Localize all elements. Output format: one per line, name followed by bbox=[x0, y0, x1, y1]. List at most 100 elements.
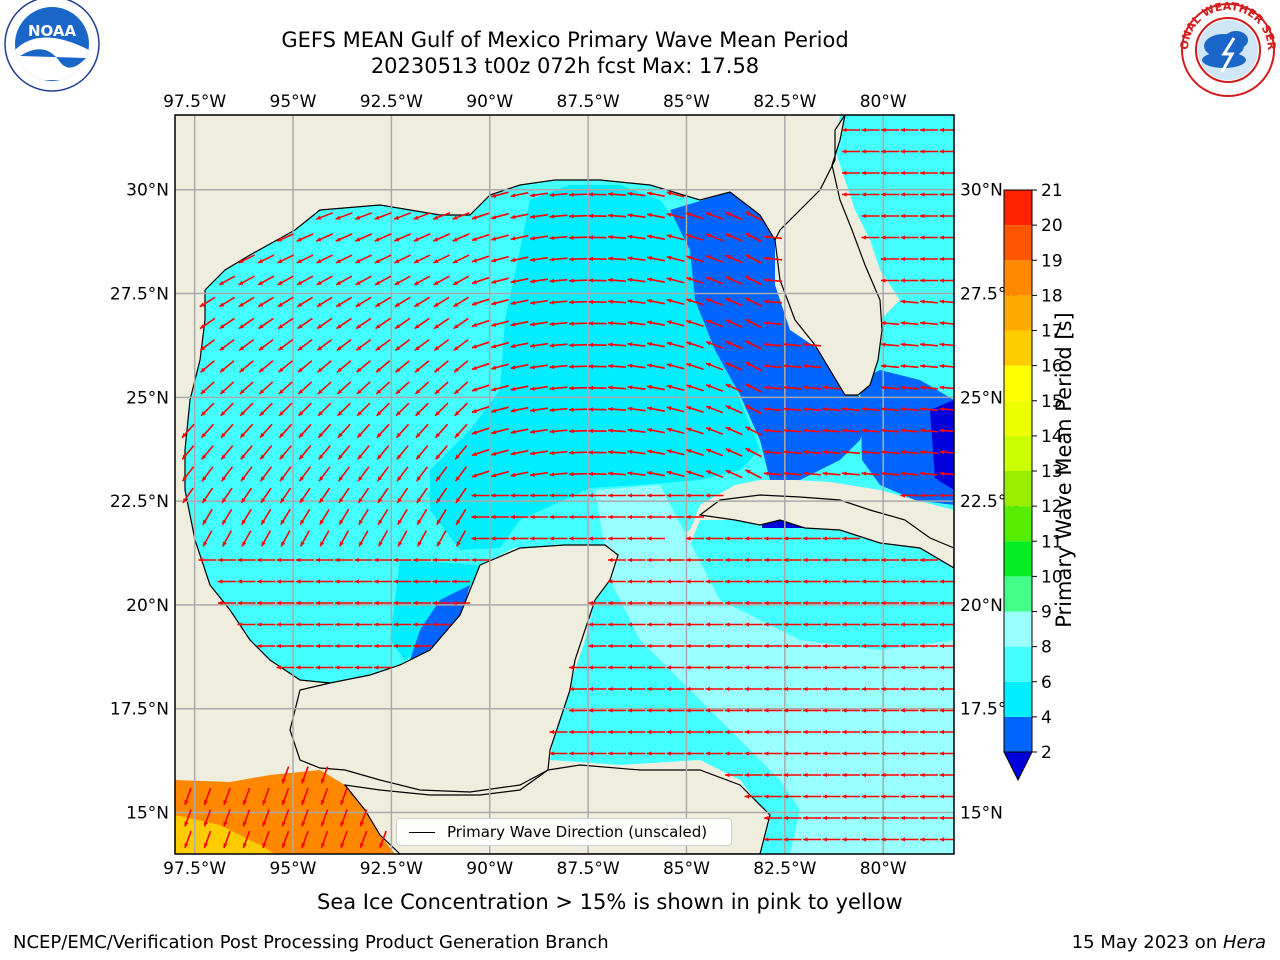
wave-arrow bbox=[395, 360, 410, 373]
wave-arrow bbox=[764, 622, 782, 627]
wave-arrow bbox=[436, 508, 447, 526]
wave-arrow bbox=[647, 277, 665, 284]
wave-arrow bbox=[705, 643, 724, 649]
wave-arrow bbox=[647, 751, 665, 756]
wave-arrow bbox=[725, 729, 743, 735]
wave-arrow bbox=[220, 402, 234, 417]
wave-arrow bbox=[393, 579, 412, 584]
wave-arrow bbox=[666, 384, 685, 391]
wave-arrow bbox=[377, 508, 389, 526]
wave-arrow bbox=[529, 342, 549, 348]
wave-arrow bbox=[763, 342, 783, 347]
wave-arrow bbox=[861, 192, 880, 197]
wave-arrow bbox=[296, 600, 314, 606]
wave-arrow bbox=[939, 708, 954, 713]
wave-arrow bbox=[744, 794, 763, 799]
wave-arrow bbox=[900, 794, 919, 799]
wave-arrow bbox=[184, 830, 192, 849]
wave-arrow bbox=[414, 317, 430, 330]
wave-arrow bbox=[491, 320, 509, 327]
wave-arrow bbox=[919, 471, 939, 476]
wave-arrow bbox=[237, 622, 256, 627]
wave-arrow bbox=[647, 234, 665, 241]
colorbar-tick-label: 18 bbox=[1041, 286, 1063, 306]
wave-arrow bbox=[336, 360, 352, 373]
wave-arrow bbox=[666, 320, 685, 327]
wave-arrow bbox=[200, 381, 215, 395]
lat-tick-label: 20°N bbox=[126, 596, 169, 616]
noaa-logo-text: NOAA bbox=[28, 22, 77, 40]
wave-arrow bbox=[686, 729, 704, 735]
wave-arrow bbox=[666, 729, 685, 735]
wave-arrow bbox=[241, 530, 252, 547]
wave-arrow bbox=[315, 665, 334, 670]
wave-arrow bbox=[744, 557, 763, 563]
wave-arrow bbox=[568, 364, 588, 369]
colorbar-segment bbox=[1004, 330, 1032, 366]
wave-arrow bbox=[257, 557, 275, 563]
wave-arrow bbox=[608, 493, 626, 498]
wave-arrow bbox=[939, 579, 954, 584]
wave-arrow bbox=[627, 579, 646, 584]
wave-arrow bbox=[939, 320, 954, 326]
wave-arrow bbox=[549, 536, 568, 541]
wave-arrow bbox=[238, 317, 255, 330]
wave-arrow bbox=[686, 600, 704, 606]
wave-arrow bbox=[861, 815, 880, 821]
wave-arrow bbox=[415, 402, 429, 417]
wave-arrow bbox=[529, 407, 549, 413]
wave-arrow bbox=[569, 514, 587, 520]
wave-arrow bbox=[588, 622, 607, 627]
wave-arrow bbox=[529, 321, 549, 327]
wave-arrow bbox=[647, 449, 665, 456]
wave-arrow bbox=[374, 296, 392, 308]
lon-tick-label: 87.5°W bbox=[557, 859, 620, 879]
wave-arrow bbox=[394, 317, 411, 330]
wave-arrow bbox=[666, 686, 685, 692]
wave-arrow bbox=[414, 381, 430, 395]
wave-arrow bbox=[822, 579, 841, 584]
wave-arrow bbox=[686, 363, 704, 370]
wave-arrow bbox=[471, 298, 490, 306]
wave-arrow bbox=[414, 360, 430, 373]
wave-arrow bbox=[258, 317, 274, 330]
wave-arrow bbox=[783, 751, 802, 756]
wave-arrow bbox=[335, 212, 353, 220]
wave-arrow bbox=[471, 384, 490, 392]
wave-arrow bbox=[861, 794, 880, 799]
wave-arrow bbox=[199, 338, 216, 352]
wave-arrow bbox=[276, 557, 295, 563]
wave-arrow bbox=[861, 428, 880, 433]
wave-arrow bbox=[377, 487, 389, 504]
wave-arrow bbox=[783, 536, 802, 541]
wave-arrow bbox=[453, 381, 469, 395]
wave-arrow bbox=[607, 406, 627, 412]
wave-arrow bbox=[783, 579, 802, 584]
wave-arrow bbox=[316, 275, 333, 286]
wave-arrow bbox=[705, 427, 724, 435]
wave-arrow bbox=[900, 686, 919, 692]
colorbar-segment bbox=[1004, 260, 1032, 296]
wave-arrow bbox=[705, 579, 724, 584]
colorbar-tick-label: 16 bbox=[1041, 357, 1063, 377]
wave-arrow bbox=[842, 579, 860, 584]
wave-arrow bbox=[783, 385, 802, 390]
wave-arrow bbox=[861, 643, 880, 649]
wave-arrow bbox=[413, 254, 431, 264]
wave-arrow bbox=[491, 470, 509, 478]
wave-arrow bbox=[471, 448, 490, 457]
wave-arrow bbox=[221, 487, 233, 504]
wave-arrow bbox=[725, 469, 743, 479]
wave-arrow bbox=[315, 557, 334, 563]
colorbar-tick-label: 20 bbox=[1041, 216, 1063, 236]
wave-arrow bbox=[396, 487, 409, 504]
wave-arrow bbox=[568, 407, 588, 412]
wave-arrow bbox=[763, 363, 783, 369]
wave-arrow bbox=[686, 557, 704, 563]
wave-arrow bbox=[783, 729, 802, 735]
wave-arrow bbox=[607, 256, 627, 261]
wave-arrow bbox=[745, 469, 762, 479]
wave-arrow bbox=[842, 772, 860, 778]
wave-arrow bbox=[588, 364, 607, 369]
wave-arrow bbox=[374, 275, 392, 286]
